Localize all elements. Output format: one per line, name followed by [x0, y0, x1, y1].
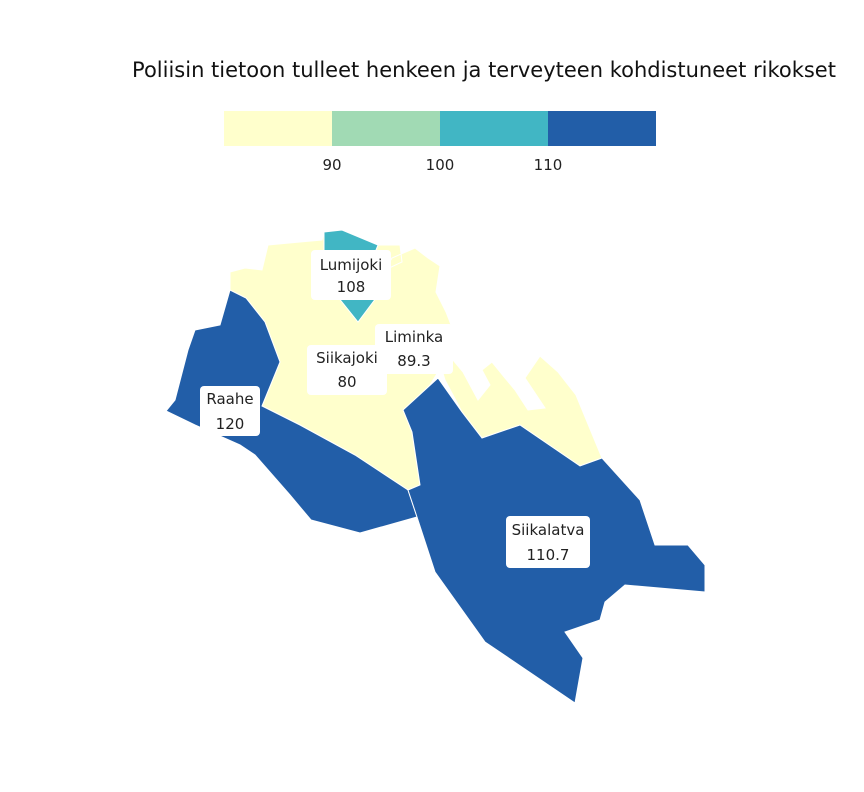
map-regions: [165, 229, 706, 704]
legend-tick-90: 90: [322, 156, 341, 174]
legend: 90 100 110: [224, 111, 656, 174]
label-value: 80: [337, 373, 356, 391]
label-box: [200, 386, 260, 436]
legend-tick-110: 110: [534, 156, 563, 174]
label-box: [307, 345, 387, 395]
legend-swatch-4: [548, 111, 656, 146]
label-siikalatva: Siikalatva 110.7: [506, 516, 590, 568]
label-box: [375, 324, 453, 374]
region-labels: Lumijoki 108 Liminka 89.3 Siikajoki 80 R…: [200, 250, 590, 568]
label-name: Lumijoki: [320, 256, 383, 274]
label-value: 108: [337, 278, 366, 296]
legend-tick-100: 100: [426, 156, 455, 174]
label-name: Siikajoki: [316, 349, 378, 367]
label-siikajoki: Siikajoki 80: [307, 345, 387, 395]
label-value: 120: [216, 415, 245, 433]
label-box: [506, 516, 590, 568]
label-lumijoki: Lumijoki 108: [311, 250, 391, 300]
legend-swatch-2: [332, 111, 440, 146]
label-name: Siikalatva: [512, 521, 585, 539]
label-value: 110.7: [527, 546, 570, 564]
label-name: Raahe: [206, 390, 253, 408]
label-liminka: Liminka 89.3: [375, 324, 453, 374]
label-value: 89.3: [397, 352, 430, 370]
label-name: Liminka: [385, 328, 443, 346]
map-title: Poliisin tietoon tulleet henkeen ja terv…: [132, 58, 836, 82]
legend-swatch-3: [440, 111, 548, 146]
label-raahe: Raahe 120: [200, 386, 260, 436]
legend-swatch-1: [224, 111, 332, 146]
label-box: [311, 250, 391, 300]
region-raahe[interactable]: [165, 289, 418, 534]
